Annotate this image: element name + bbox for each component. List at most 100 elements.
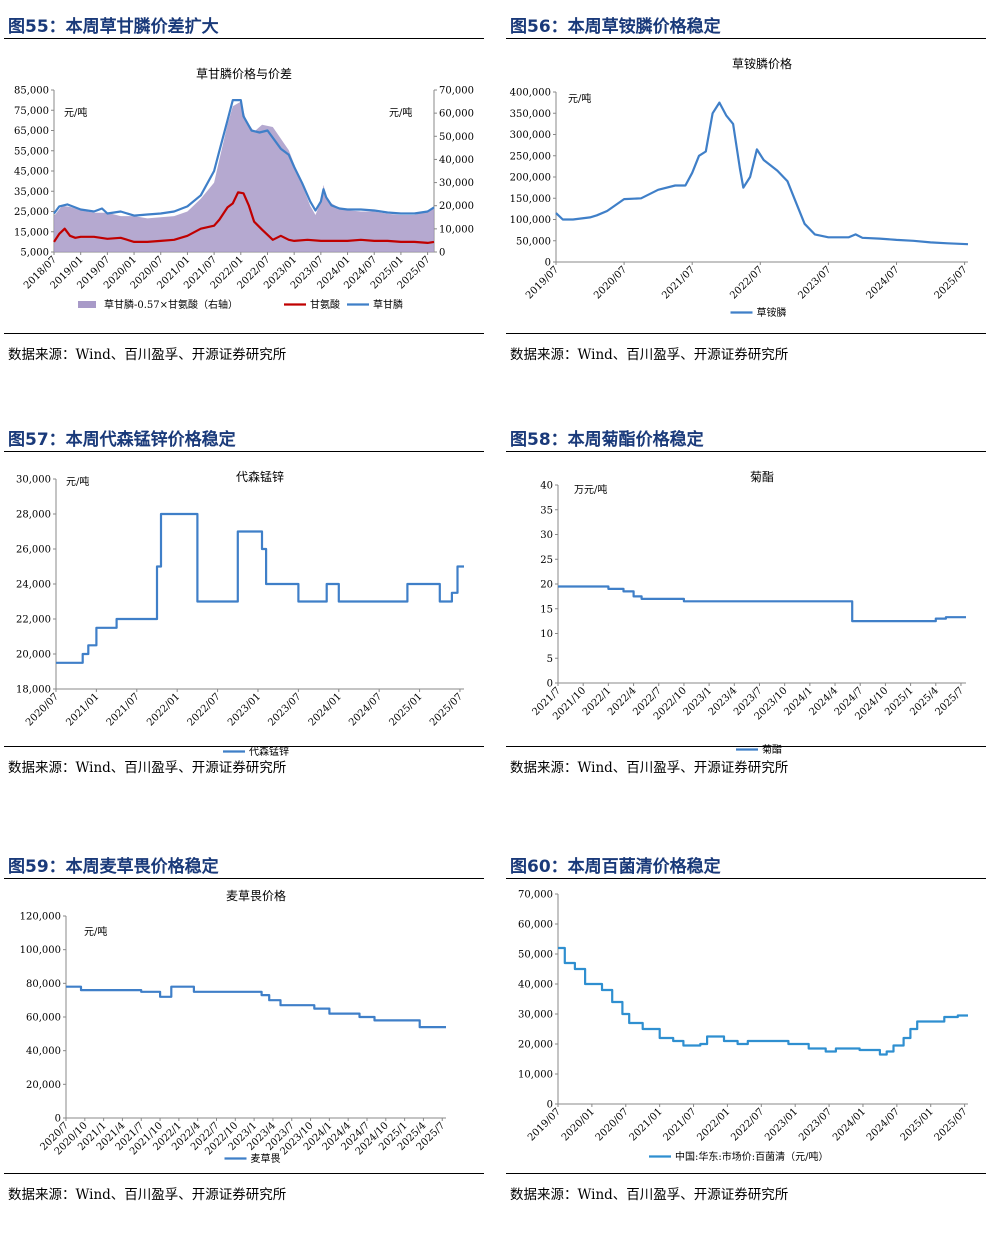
series-area-0 xyxy=(54,101,434,252)
series-line-0 xyxy=(558,946,968,1056)
y-tick-label: 70,000 xyxy=(518,890,553,901)
figure-59-panel: 图59：本周麦草畏价格稳定 麦草畏价格 元/吨 120,000 100,000 80,0… xyxy=(4,840,484,1235)
x-tick-label: 2024/07 xyxy=(864,264,901,301)
series-line-0 xyxy=(56,512,464,664)
y-tick-label: 400,000 xyxy=(510,88,551,99)
bottom-rule xyxy=(4,1173,484,1174)
y2-tick-label: 60,000 xyxy=(439,109,474,120)
y-tick-label: 15,000 xyxy=(14,227,49,238)
top-rule xyxy=(4,878,484,879)
y-tick-label: 300,000 xyxy=(510,130,551,141)
y-tick-label: 45,000 xyxy=(14,167,49,178)
series-line-2 xyxy=(53,99,435,217)
y-tick-label: 18,000 xyxy=(16,685,51,696)
y-tick-label: 10 xyxy=(540,629,553,640)
x-tick-label: 2021/07 xyxy=(660,264,697,301)
x-tick-label: 2025/7 xyxy=(933,685,966,718)
y-tick-label: 30,000 xyxy=(518,1010,553,1021)
x-tick-label: 2021/01 xyxy=(64,691,101,728)
figure-60-title: 图60：本周百菌清价格稳定 xyxy=(510,857,721,877)
y-tick-label: 200,000 xyxy=(510,173,551,184)
bottom-rule xyxy=(506,333,986,334)
figure-59-title: 图59：本周麦草畏价格稳定 xyxy=(8,857,219,877)
top-rule xyxy=(506,878,986,879)
x-tick-label: 2025/07 xyxy=(933,264,970,301)
legend-label: 麦草畏 xyxy=(251,1153,281,1165)
bottom-rule xyxy=(4,746,484,747)
x-tick-label: 2019/07 xyxy=(524,264,561,301)
y-tick-label: 22,000 xyxy=(16,615,51,626)
x-tick-label: 2022/07 xyxy=(729,1106,766,1143)
x-tick-label: 2023/01 xyxy=(226,691,263,728)
y-tick-label: 35 xyxy=(540,505,553,516)
bottom-rule xyxy=(506,746,986,747)
chlorothalonil-chart: 70,000 60,000 50,000 40,000 30,000 20,000 10,0… xyxy=(518,890,970,1164)
y-tick-label: 5 xyxy=(547,654,553,665)
x-tick-label: 2020/07 xyxy=(592,264,629,301)
x-tick-label: 2024/01 xyxy=(307,691,344,728)
y-tick-label: 50,000 xyxy=(518,950,553,961)
y-tick-label: 60,000 xyxy=(26,1013,61,1024)
x-tick-label: 2024/07 xyxy=(865,1106,902,1143)
x-tick-label: 2021/01 xyxy=(628,1106,665,1143)
y-tick-label: 40,000 xyxy=(518,980,553,991)
y-tick-label: 40 xyxy=(540,481,553,492)
y-tick-label: 80,000 xyxy=(26,979,61,990)
chart-title: 代森锰锌 xyxy=(236,469,284,484)
x-tick-label: 2022/01 xyxy=(695,1106,732,1143)
series-line-1 xyxy=(53,191,435,244)
bottom-rule xyxy=(506,1173,986,1174)
series-line-0 xyxy=(558,585,966,623)
y-tick-label: 120,000 xyxy=(20,912,61,923)
x-tick-label: 2023/01 xyxy=(763,1106,800,1143)
chart-title: 草甘膦价格与价差 xyxy=(196,66,292,81)
x-tick-label: 2024/01 xyxy=(831,1106,868,1143)
legend-label: 甘氨酸 xyxy=(310,298,340,311)
top-rule xyxy=(4,451,484,452)
y-tick-label: 350,000 xyxy=(510,109,551,120)
y-tick-label: 55,000 xyxy=(14,146,49,157)
y-tick-label: 28,000 xyxy=(16,510,51,521)
y2-tick-label: 50,000 xyxy=(439,132,474,143)
figure-60-panel: 图60：本周百菌清价格稳定 70,000 60,000 50,000 40,000 30… xyxy=(506,840,986,1235)
figure-57-title: 图57：本周代森锰锌价格稳定 xyxy=(8,430,236,450)
x-tick-label: 2022/07 xyxy=(186,691,223,728)
legend-label: 草甘膦-0.57×甘氨酸（右轴） xyxy=(104,298,238,311)
x-tick-label: 2021/07 xyxy=(105,691,142,728)
x-tick-label: 2023/07 xyxy=(266,691,303,728)
data-source-note: 数据来源：Wind、百川盈孚、开源证券研究所 xyxy=(8,760,287,776)
y-tick-label: 10,000 xyxy=(518,1070,553,1081)
y2-tick-label: 20,000 xyxy=(439,201,474,212)
top-rule xyxy=(4,38,484,39)
x-tick-label: 2025/07 xyxy=(933,1106,970,1143)
y-tick-label: 250,000 xyxy=(510,151,551,162)
figure-55-title: 图55：本周草甘膦价差扩大 xyxy=(8,17,219,37)
y2-tick-label: 40,000 xyxy=(439,155,474,166)
y2-axis-unit: 元/吨 xyxy=(389,106,412,119)
figure-55-panel: 图55：本周草甘膦价差扩大 草甘膦价格与价差 元/吨 元/吨 85,000 75,000… xyxy=(4,0,484,395)
y-tick-label: 30 xyxy=(540,530,553,541)
legend-label: 草甘膦 xyxy=(373,298,403,311)
y2-tick-label: 10,000 xyxy=(439,224,474,235)
y-tick-label: 5,000 xyxy=(20,248,49,259)
y-tick-label: 20,000 xyxy=(26,1080,61,1091)
y-tick-label: 75,000 xyxy=(14,106,49,117)
x-tick-label: 2023/07 xyxy=(796,264,833,301)
y-tick-label: 24,000 xyxy=(16,580,51,591)
series-line-0 xyxy=(555,101,969,246)
figure-56-title: 图56：本周草铵膦价格稳定 xyxy=(510,17,721,37)
x-tick-label: 2019/07 xyxy=(526,1106,563,1143)
x-tick-label: 2020/01 xyxy=(560,1106,597,1143)
data-source-note: 数据来源：Wind、百川盈孚、开源证券研究所 xyxy=(510,347,789,363)
y-tick-label: 150,000 xyxy=(510,194,551,205)
x-tick-label: 2020/07 xyxy=(24,691,61,728)
y-tick-label: 0 xyxy=(55,1114,61,1125)
y-tick-label: 20,000 xyxy=(518,1040,553,1051)
y-tick-label: 20,000 xyxy=(16,650,51,661)
x-tick-label: 2022/01 xyxy=(145,691,182,728)
figure-58-panel: 图58：本周菊酯价格稳定 菊酯 万元/吨 40 35 30 25 20 15 10 5 0 2021/… xyxy=(506,413,986,808)
y-tick-label: 50,000 xyxy=(516,236,551,247)
bottom-rule xyxy=(4,333,484,334)
chart-title: 麦草畏价格 xyxy=(226,888,286,903)
